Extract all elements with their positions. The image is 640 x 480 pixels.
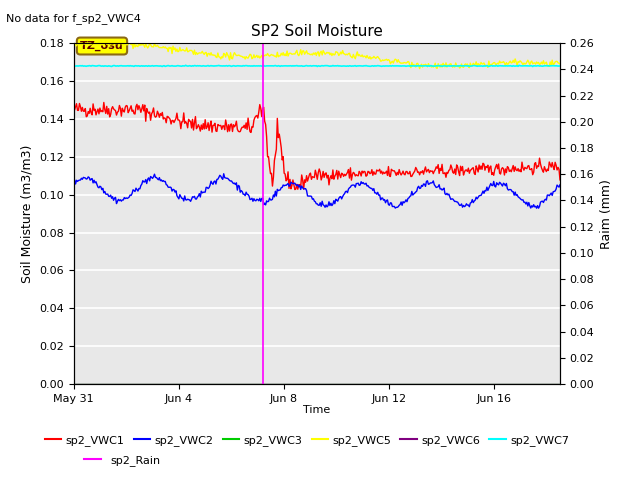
- sp2_VWC2: [556, 182, 564, 188]
- sp2_VWC6: [301, 381, 308, 387]
- sp2_VWC1: [470, 170, 478, 176]
- sp2_VWC5: [305, 50, 312, 56]
- sp2_VWC2: [532, 205, 540, 211]
- sp2_VWC3: [359, 381, 367, 387]
- sp2_VWC6: [468, 381, 476, 387]
- sp2_VWC7: [305, 63, 312, 69]
- sp2_VWC5: [547, 59, 554, 65]
- sp2_VWC7: [469, 63, 477, 69]
- sp2_VWC7: [301, 63, 309, 69]
- sp2_VWC5: [360, 53, 368, 59]
- Y-axis label: Soil Moisture (m3/m3): Soil Moisture (m3/m3): [20, 144, 33, 283]
- Text: TZ_osu: TZ_osu: [80, 41, 124, 51]
- sp2_VWC3: [468, 381, 476, 387]
- sp2_VWC3: [545, 381, 552, 387]
- sp2_VWC2: [360, 181, 368, 187]
- sp2_VWC2: [547, 192, 554, 197]
- sp2_VWC2: [70, 179, 77, 185]
- sp2_VWC3: [333, 381, 340, 387]
- sp2_VWC7: [529, 63, 536, 69]
- sp2_VWC7: [182, 62, 189, 68]
- Text: No data for f_sp2_VWC4: No data for f_sp2_VWC4: [6, 13, 141, 24]
- sp2_VWC2: [469, 200, 477, 205]
- Line: sp2_VWC7: sp2_VWC7: [74, 65, 560, 66]
- sp2_VWC5: [470, 61, 478, 67]
- Line: sp2_VWC5: sp2_VWC5: [74, 40, 560, 69]
- sp2_VWC1: [70, 105, 77, 110]
- Line: sp2_VWC1: sp2_VWC1: [74, 102, 560, 190]
- sp2_VWC1: [335, 168, 342, 174]
- sp2_VWC3: [301, 381, 308, 387]
- sp2_VWC2: [334, 198, 342, 204]
- sp2_VWC1: [291, 187, 299, 192]
- sp2_VWC6: [304, 381, 312, 387]
- sp2_VWC7: [334, 63, 342, 69]
- sp2_VWC3: [304, 381, 312, 387]
- sp2_VWC7: [547, 63, 554, 69]
- sp2_VWC6: [556, 381, 564, 387]
- sp2_VWC1: [556, 177, 564, 183]
- sp2_VWC7: [556, 63, 564, 69]
- sp2_VWC6: [359, 381, 367, 387]
- sp2_VWC5: [556, 61, 564, 67]
- sp2_VWC1: [306, 171, 314, 177]
- Title: SP2 Soil Moisture: SP2 Soil Moisture: [251, 24, 383, 39]
- sp2_VWC5: [334, 50, 342, 56]
- sp2_VWC1: [361, 169, 369, 175]
- sp2_VWC2: [305, 193, 312, 199]
- Y-axis label: Raim (mm): Raim (mm): [600, 179, 613, 249]
- sp2_VWC5: [92, 37, 100, 43]
- X-axis label: Time: Time: [303, 405, 330, 415]
- sp2_VWC1: [303, 173, 310, 179]
- sp2_VWC7: [360, 63, 368, 69]
- sp2_VWC2: [220, 171, 228, 177]
- sp2_VWC1: [547, 162, 554, 168]
- sp2_VWC3: [70, 381, 77, 387]
- sp2_VWC1: [100, 99, 108, 105]
- sp2_VWC6: [333, 381, 340, 387]
- sp2_VWC5: [70, 40, 77, 46]
- sp2_VWC6: [545, 381, 552, 387]
- Line: sp2_VWC2: sp2_VWC2: [74, 174, 560, 208]
- sp2_VWC7: [70, 63, 77, 69]
- sp2_VWC6: [70, 381, 77, 387]
- sp2_VWC2: [301, 186, 309, 192]
- sp2_VWC3: [556, 381, 564, 387]
- Legend: sp2_Rain: sp2_Rain: [80, 451, 164, 471]
- sp2_VWC5: [301, 49, 309, 55]
- sp2_VWC5: [416, 66, 424, 72]
